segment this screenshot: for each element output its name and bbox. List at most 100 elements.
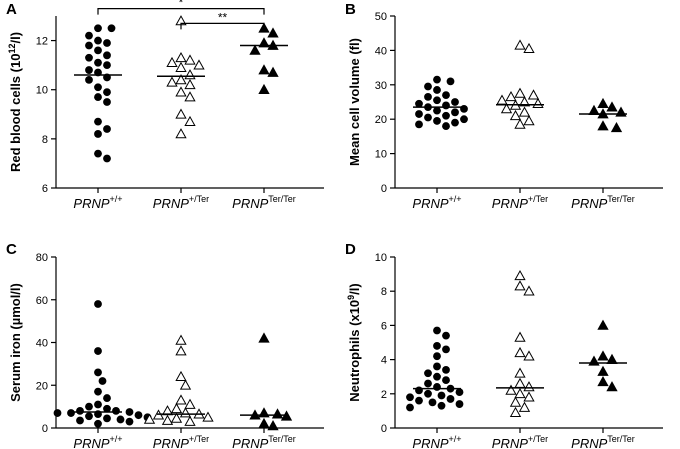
significance-label: **: [218, 10, 228, 24]
data-point: [267, 66, 279, 77]
data-point: [460, 115, 468, 124]
data-point: [184, 54, 196, 65]
y-axis-label: Mean cell volume (fl): [347, 38, 362, 166]
data-point: [428, 398, 437, 407]
data-point: [94, 149, 102, 158]
data-point: [433, 106, 441, 115]
data-point: [103, 414, 111, 423]
data-point: [518, 96, 531, 107]
y-tick-label: 40: [375, 45, 387, 57]
category-name: PRNP: [492, 436, 528, 449]
data-point: [85, 66, 93, 74]
data-point: [455, 388, 464, 396]
data-point: [94, 117, 102, 126]
data-point: [258, 83, 270, 95]
data-point: [523, 285, 535, 296]
data-point: [76, 416, 84, 425]
data-point: [433, 352, 441, 361]
category-name: PRNP: [73, 436, 109, 449]
y-tick-label: 0: [381, 423, 387, 435]
y-tick-label: 50: [375, 11, 387, 23]
data-point: [415, 99, 423, 108]
data-point: [514, 269, 526, 281]
category-label: PRNP+/Ter: [492, 194, 548, 211]
data-point: [433, 383, 441, 391]
panel-label: B: [345, 1, 356, 18]
data-point: [94, 36, 102, 45]
y-axis-label-sup: 12: [7, 44, 17, 54]
data-point: [184, 69, 196, 80]
data-point: [588, 355, 600, 366]
data-point: [518, 401, 531, 412]
y-tick-label: 4: [381, 355, 387, 367]
group-+-+: PRNP+/+: [73, 24, 123, 211]
y-axis-label: Serum iron (µmol/l): [8, 283, 23, 402]
data-point: [523, 350, 535, 361]
data-point: [134, 411, 143, 420]
y-tick-label: 0: [42, 423, 48, 435]
group-Ter-Ter: PRNPTer/Ter: [232, 22, 296, 211]
data-point: [258, 417, 270, 429]
data-point: [455, 400, 464, 408]
category-genotype: Ter/Ter: [268, 434, 296, 444]
category-name: PRNP: [73, 196, 109, 211]
group-Ter-Ter: PRNPTer/Ter: [571, 319, 635, 449]
y-tick-label: 30: [375, 80, 387, 92]
data-point: [451, 108, 459, 117]
data-point: [161, 414, 174, 425]
data-point: [442, 122, 450, 130]
data-point: [523, 115, 535, 126]
category-label: PRNPTer/Ter: [571, 194, 635, 211]
data-point: [415, 386, 423, 395]
significance-bracket: [97, 8, 265, 15]
y-tick-label: 6: [381, 320, 387, 332]
y-axis-label: Red blood cells (1012/l): [7, 32, 23, 172]
data-point: [184, 415, 196, 426]
y-axis-label-text: Mean cell volume (fl): [347, 38, 362, 166]
data-point: [514, 39, 526, 50]
data-point: [116, 415, 125, 424]
category-name: PRNP: [232, 196, 268, 211]
data-point: [85, 75, 93, 84]
data-point: [532, 97, 544, 109]
data-point: [85, 41, 93, 50]
data-point: [170, 402, 183, 414]
data-point: [94, 130, 102, 138]
data-point: [514, 367, 526, 378]
data-point: [523, 42, 535, 54]
data-point: [451, 98, 459, 106]
y-tick-label: 20: [375, 114, 387, 126]
data-point: [85, 402, 93, 411]
data-point: [433, 372, 441, 381]
y-tick-label: 6: [42, 183, 48, 195]
category-genotype: +/+: [110, 194, 123, 204]
data-point: [170, 412, 183, 423]
data-point: [514, 280, 526, 291]
data-point: [437, 391, 446, 400]
category-label: PRNP+/+: [73, 434, 122, 449]
y-tick-label: 0: [381, 183, 387, 195]
data-point: [103, 394, 111, 402]
data-point: [125, 417, 134, 426]
data-point: [175, 108, 187, 119]
y-axis-label-end: /l): [347, 283, 362, 295]
data-point: [103, 98, 111, 106]
y-tick-label: 40: [36, 338, 48, 350]
data-point: [193, 59, 205, 70]
data-point: [415, 120, 423, 129]
data-point: [125, 408, 134, 416]
category-genotype: +/Ter: [189, 194, 209, 204]
data-point: [505, 384, 517, 395]
data-point: [509, 396, 522, 407]
data-point: [514, 377, 526, 388]
data-point: [446, 395, 455, 403]
data-point: [85, 53, 93, 62]
data-point: [500, 103, 513, 114]
data-point: [249, 44, 261, 55]
data-point: [258, 332, 270, 343]
data-point: [514, 346, 526, 358]
data-point: [103, 154, 111, 163]
